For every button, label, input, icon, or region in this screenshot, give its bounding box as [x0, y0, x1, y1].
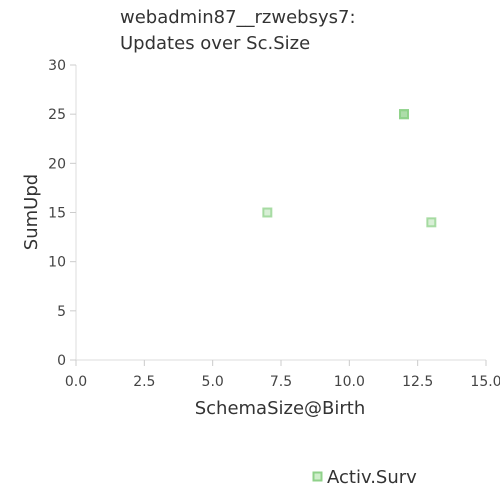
y-tick-label: 0 [57, 353, 66, 369]
data-points [262, 109, 437, 228]
x-tick-label: 0.0 [65, 374, 87, 390]
x-tick-label: 15.0 [470, 374, 500, 390]
legend-swatch [312, 471, 323, 482]
chart-title-line-1: webadmin87__rzwebsys7: [120, 7, 356, 28]
x-tick-label: 2.5 [133, 374, 155, 390]
y-tick-label: 15 [48, 206, 66, 222]
x-axis-label: SchemaSize@Birth [195, 398, 366, 419]
x-tick-label: 10.0 [334, 374, 365, 390]
y-axis-label: SumUpd [21, 174, 42, 250]
scatter-point [426, 217, 437, 228]
x-tick-label: 5.0 [202, 374, 224, 390]
chart-title-line-2: Updates over Sc.Size [120, 33, 311, 54]
x-tick-label: 7.5 [270, 374, 292, 390]
y-tick-label: 20 [48, 156, 66, 172]
x-tick-label: 12.5 [402, 374, 433, 390]
y-tick-label: 25 [48, 107, 66, 123]
x-axis-ticks: 0.0 2.5 5.0 7.5 10.0 12.5 15.0 [65, 360, 500, 390]
y-tick-label: 10 [48, 255, 66, 271]
y-axis-ticks: 0 5 10 15 20 25 30 [48, 58, 76, 369]
y-tick-label: 30 [48, 58, 66, 74]
legend: Activ.Surv [312, 467, 417, 488]
legend-label: Activ.Surv [327, 467, 417, 488]
y-tick-label: 5 [57, 304, 66, 320]
scatter-point [262, 207, 273, 218]
scatter-point [399, 109, 409, 120]
